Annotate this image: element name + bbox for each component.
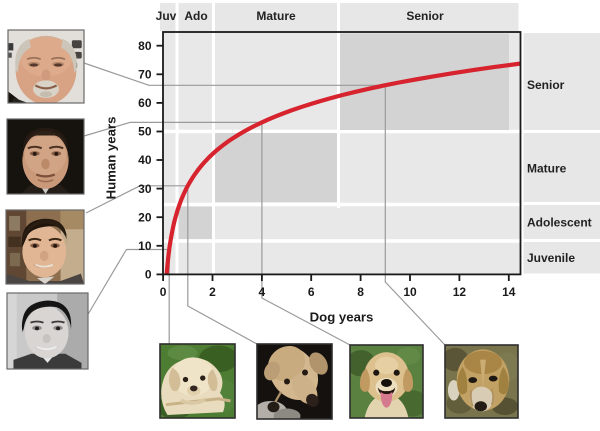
svg-text:Mature: Mature <box>527 162 567 176</box>
svg-text:60: 60 <box>138 96 152 110</box>
svg-text:Dog years: Dog years <box>310 310 374 325</box>
svg-text:Adolescent: Adolescent <box>527 216 592 230</box>
svg-text:8: 8 <box>357 285 364 299</box>
svg-text:30: 30 <box>138 182 152 196</box>
svg-text:Human years: Human years <box>104 117 119 200</box>
svg-text:70: 70 <box>138 68 152 82</box>
svg-text:10: 10 <box>138 239 152 253</box>
svg-text:Ado: Ado <box>184 9 207 23</box>
svg-text:Senior: Senior <box>406 9 444 23</box>
svg-text:0: 0 <box>160 285 167 299</box>
svg-text:6: 6 <box>308 285 315 299</box>
svg-text:Juv: Juv <box>156 9 177 23</box>
svg-text:80: 80 <box>138 39 152 53</box>
svg-text:2: 2 <box>209 285 216 299</box>
svg-text:Juvenile: Juvenile <box>527 251 575 265</box>
svg-text:Mature: Mature <box>256 9 296 23</box>
svg-text:Senior: Senior <box>527 78 565 92</box>
svg-text:20: 20 <box>138 210 152 224</box>
svg-text:12: 12 <box>453 285 467 299</box>
svg-text:40: 40 <box>138 153 152 167</box>
svg-text:50: 50 <box>138 125 152 139</box>
svg-text:4: 4 <box>259 285 266 299</box>
svg-text:14: 14 <box>502 285 516 299</box>
svg-text:10: 10 <box>403 285 417 299</box>
svg-text:0: 0 <box>145 268 152 282</box>
